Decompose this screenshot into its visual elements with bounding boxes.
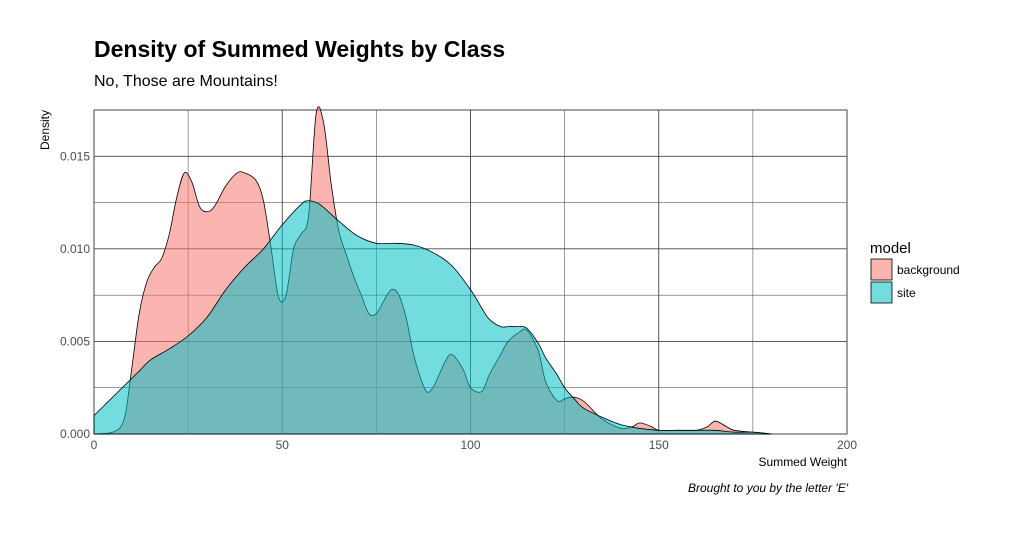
legend-key-background bbox=[870, 258, 893, 281]
legend-key-site bbox=[870, 281, 893, 304]
y-axis-title: Density bbox=[38, 110, 52, 150]
density-areas bbox=[93, 106, 772, 435]
chart-title: Density of Summed Weights by Class bbox=[94, 36, 506, 62]
x-tick-label: 150 bbox=[649, 438, 669, 452]
chart-subtitle: No, Those are Mountains! bbox=[94, 73, 278, 90]
legend-label-site: site bbox=[897, 286, 916, 300]
y-tick-label: 0.015 bbox=[60, 149, 90, 163]
x-tick-label: 100 bbox=[460, 438, 480, 452]
x-axis-title: Summed Weight bbox=[759, 455, 848, 469]
y-tick-label: 0.005 bbox=[60, 334, 90, 348]
y-tick-label: 0.000 bbox=[60, 427, 90, 441]
legend: model background site bbox=[870, 240, 960, 304]
y-tick-label: 0.010 bbox=[60, 242, 90, 256]
chart-caption: Brought to you by the letter 'E' bbox=[687, 481, 848, 495]
axes: 0 50 100 150 200 0.000 0.005 0.010 0.015 bbox=[60, 149, 857, 452]
density-area-site bbox=[93, 200, 772, 435]
x-tick-label: 200 bbox=[837, 438, 857, 452]
x-tick-label: 0 bbox=[91, 438, 98, 452]
legend-label-background: background bbox=[897, 263, 960, 277]
legend-title: model bbox=[870, 240, 911, 257]
x-tick-label: 50 bbox=[276, 438, 290, 452]
